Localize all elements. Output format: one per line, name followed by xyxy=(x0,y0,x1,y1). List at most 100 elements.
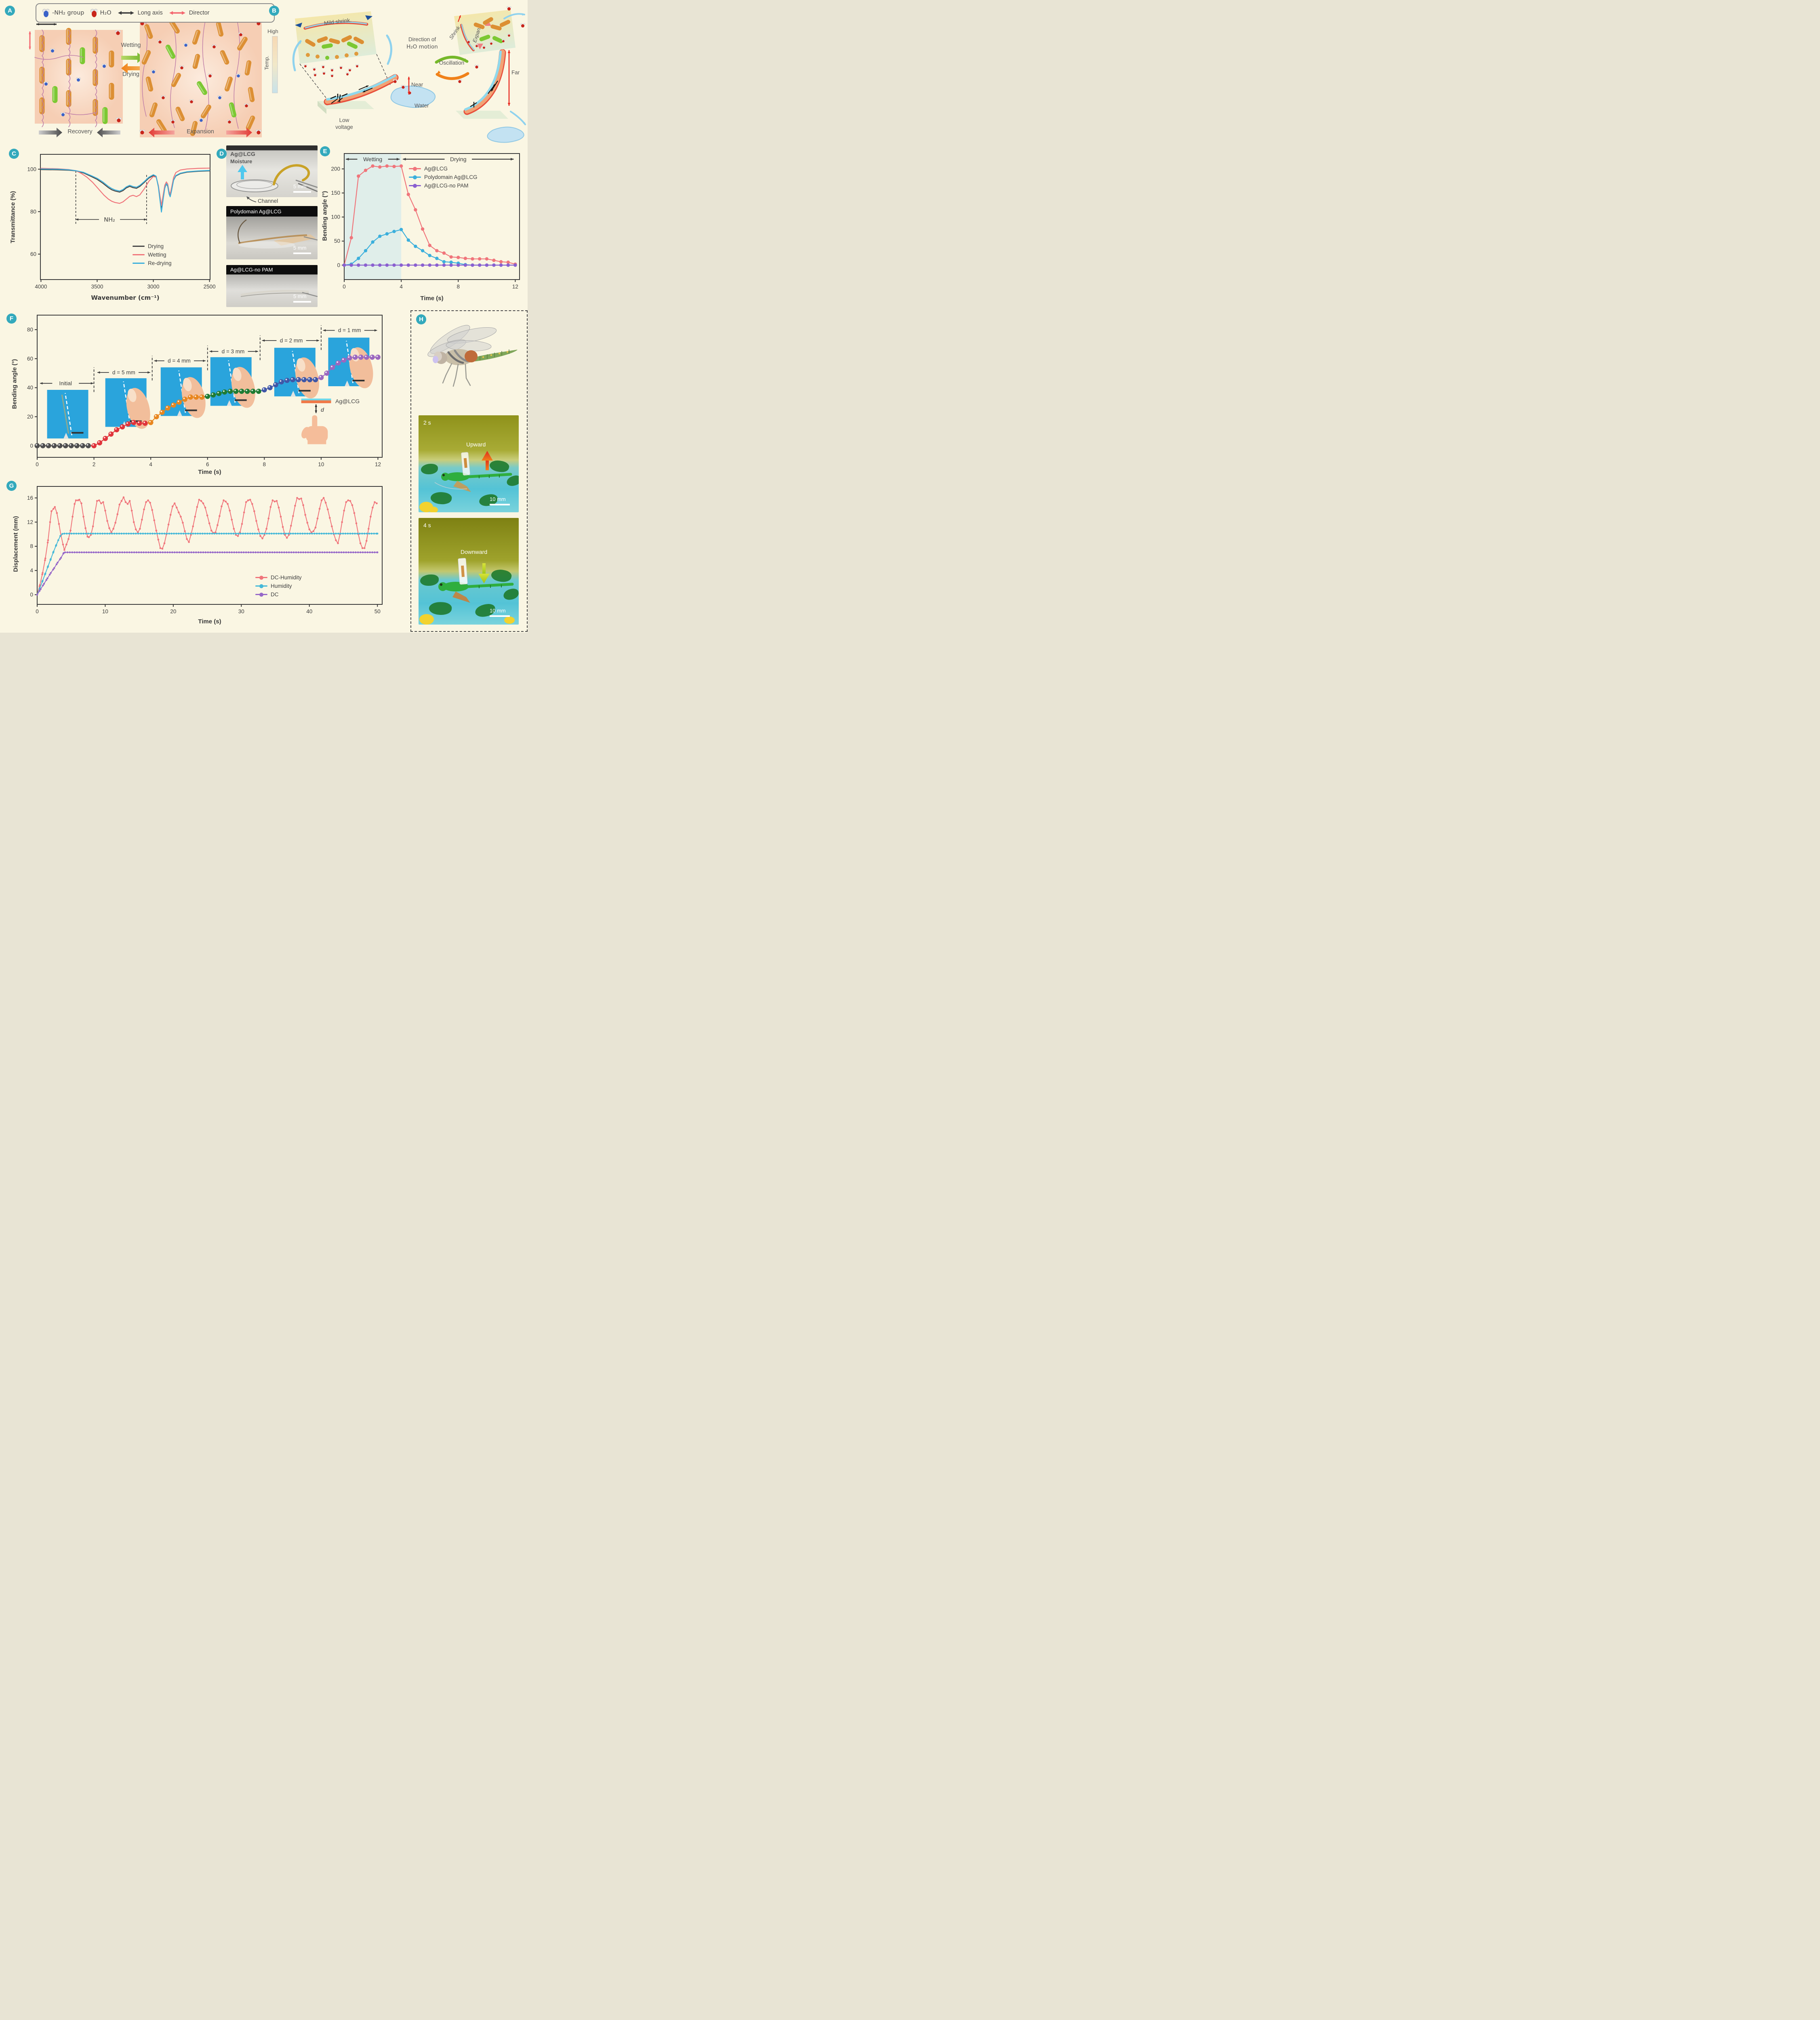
photo-nopam-band: Ag@LCG-no PAM xyxy=(226,265,318,274)
wetting-label: Wetting xyxy=(121,42,141,48)
photo-polydomain-title: Polydomain Ag@LCG xyxy=(230,208,282,215)
legend-label-director: Director xyxy=(189,10,210,16)
legend-item-h2o: H₂O xyxy=(90,8,112,17)
panel-b: B Mild shrink. High Temp. Direction of H… xyxy=(263,2,528,143)
svg-text:8: 8 xyxy=(457,284,460,290)
photo-polydomain: Polydomain Ag@LCG 5 mm xyxy=(226,206,318,259)
panel-h-letter: H xyxy=(419,316,423,323)
legend-label-long-axis: Long axis xyxy=(137,10,163,16)
panel-e-chart: 0 4 8 12 0 50 100 150 200 Wetting Drying xyxy=(331,153,520,290)
g-legend-swatch-dc-humidity xyxy=(255,577,267,579)
panel-f-chart: 0 2 4 6 8 10 12 0 20 40 60 80 Initial d = 5 mm d = 4 m… xyxy=(27,315,383,467)
svg-text:2500: 2500 xyxy=(204,284,216,290)
f-distance-label: d xyxy=(321,406,324,413)
c-xlabel: Wavenumber (cm⁻¹) xyxy=(91,294,160,301)
svg-text:50: 50 xyxy=(334,238,340,244)
e-legend-label-nopam: Ag@LCG-no PAM xyxy=(424,183,469,189)
svg-text:30: 30 xyxy=(238,608,244,614)
svg-text:80: 80 xyxy=(27,326,33,332)
g-legend-humidity: Humidity xyxy=(255,583,302,589)
panel-c-letter: C xyxy=(12,150,16,157)
panel-h-label: H xyxy=(416,314,426,324)
svg-text:40: 40 xyxy=(306,608,312,614)
svg-text:NH₂: NH₂ xyxy=(104,217,115,223)
e-legend: Ag@LCG Polydomain Ag@LCG Ag@LCG-no PAM xyxy=(409,166,478,189)
svg-text:d = 3 mm: d = 3 mm xyxy=(222,348,245,354)
svg-text:200: 200 xyxy=(331,166,340,172)
panel-a-schematic xyxy=(29,19,262,137)
leaf xyxy=(421,464,438,474)
svg-text:3500: 3500 xyxy=(91,284,103,290)
panel-f-label: F xyxy=(6,314,17,324)
svg-text:d = 4 mm: d = 4 mm xyxy=(168,358,191,364)
svg-text:12: 12 xyxy=(27,519,33,525)
c-legend-label-wetting: Wetting xyxy=(148,252,166,258)
panel-a-label: A xyxy=(5,6,15,16)
photo-4s-graphics xyxy=(438,558,514,603)
g-legend-label-dc-humidity: DC-Humidity xyxy=(271,574,302,581)
photo-2s-graphics xyxy=(434,451,512,492)
photo-nopam: Ag@LCG-no PAM 5 mm xyxy=(226,265,318,307)
c-legend-label-drying: Drying xyxy=(148,243,164,249)
c-legend-redrying: Re-drying xyxy=(133,260,172,266)
water-label: Water xyxy=(414,103,429,109)
svg-text:0: 0 xyxy=(36,461,39,467)
legend-label-h2o: H₂O xyxy=(100,10,112,16)
flower xyxy=(419,614,434,625)
f-ylabel: Bending angle (°) xyxy=(11,359,18,409)
photo-polydomain-scale-label: 5 mm xyxy=(293,245,307,251)
svg-text:6: 6 xyxy=(206,461,209,467)
svg-text:12: 12 xyxy=(375,461,381,467)
low-voltage-line1: Low xyxy=(339,117,349,123)
downward-label: Downward xyxy=(461,549,488,555)
recovery-label: Recovery xyxy=(67,128,93,135)
svg-text:100: 100 xyxy=(27,166,36,172)
f-schematic-label: Ag@LCG xyxy=(335,398,360,404)
panel-d: D Ag@LCG Moisture 5 mm Channel Polydomai… xyxy=(217,144,318,309)
g-legend-swatch-humidity xyxy=(255,585,267,587)
temp-axis-label: Temp. xyxy=(263,55,270,70)
photo-polydomain-scalebar xyxy=(293,253,311,254)
svg-text:80: 80 xyxy=(30,208,36,215)
panel-g: G 0 10 20 30 40 50 0 4 8 12 16 Displacement (mm) T… xyxy=(3,479,408,632)
g-legend-dc-humidity: DC-Humidity xyxy=(255,574,302,581)
dragonfly-illustration xyxy=(427,325,518,387)
svg-text:50: 50 xyxy=(375,608,381,614)
g-legend-label-humidity: Humidity xyxy=(271,583,292,589)
svg-text:60: 60 xyxy=(30,251,36,257)
g-legend-swatch-dc xyxy=(255,593,267,595)
svg-text:150: 150 xyxy=(331,190,340,196)
svg-text:0: 0 xyxy=(30,443,33,449)
svg-text:d = 2 mm: d = 2 mm xyxy=(280,337,303,343)
svg-text:60: 60 xyxy=(27,356,33,362)
svg-text:8: 8 xyxy=(30,543,33,549)
svg-text:4: 4 xyxy=(400,284,403,290)
panel-b-label: B xyxy=(269,6,279,16)
panel-f: F 0 2 4 6 8 10 12 0 20 40 60 80 Initial d = 5 mm d = 4… xyxy=(3,309,408,478)
legend-item-long-axis: Long axis xyxy=(117,10,163,16)
svg-text:20: 20 xyxy=(27,414,33,420)
photo-2s-scale-label: 10 mm xyxy=(490,496,506,502)
panel-e-letter: E xyxy=(323,148,327,155)
photo-nopam-scalebar xyxy=(293,301,311,303)
e-legend-nopam: Ag@LCG-no PAM xyxy=(409,183,478,189)
flower xyxy=(429,507,438,512)
svg-text:12: 12 xyxy=(512,284,518,290)
e-legend-swatch-nopam xyxy=(409,185,421,187)
panel-e: E 0 4 8 12 0 50 100 150 200 Wetting Drying Bending… xyxy=(319,144,527,309)
photo-nopam-title: Ag@LCG-no PAM xyxy=(230,267,273,273)
photo-4s-scale-label: 10 mm xyxy=(490,608,506,614)
panel-e-label: E xyxy=(320,146,330,156)
svg-text:100: 100 xyxy=(331,214,340,220)
c-legend: Drying Wetting Re-drying xyxy=(133,243,172,266)
c-legend-label-redrying: Re-drying xyxy=(148,260,172,266)
svg-text:2: 2 xyxy=(93,461,96,467)
e-legend-label-polydomain: Polydomain Ag@LCG xyxy=(424,174,478,180)
photo-nopam-scale-label: 5 mm xyxy=(293,293,307,299)
e-ylabel: Bending angle (°) xyxy=(321,191,328,241)
channel-label: Channel xyxy=(258,198,278,204)
svg-text:d = 1 mm: d = 1 mm xyxy=(338,327,361,333)
h2o-direction-line1: Direction of xyxy=(408,36,436,42)
c-legend-swatch-wetting xyxy=(133,254,145,256)
photo-2s-scalebar xyxy=(490,504,510,505)
